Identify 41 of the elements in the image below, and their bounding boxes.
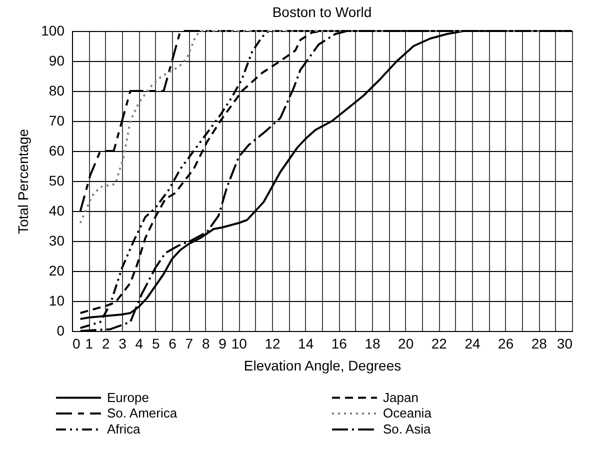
x-tick-label: 12 [264, 336, 280, 352]
x-tick-label: 28 [531, 336, 548, 352]
x-tick-label: 2 [102, 336, 110, 352]
x-tick-label: 4 [135, 336, 144, 352]
x-tick-label: 8 [202, 336, 210, 352]
y-tick-label: 60 [48, 142, 65, 158]
x-tick-label: 9 [218, 336, 227, 352]
y-tick-label: 100 [41, 22, 65, 38]
legend-label: Japan [383, 390, 418, 405]
legend-label: Africa [107, 422, 141, 436]
x-tick-label: 20 [398, 336, 414, 352]
legend-label: So. America [107, 406, 178, 420]
x-tick-label: 3 [118, 336, 127, 352]
x-tick-label: 1 [85, 336, 94, 352]
y-tick-label: 30 [48, 232, 65, 248]
x-tick-label: 24 [464, 336, 480, 352]
y-tick-label: 40 [48, 202, 65, 218]
y-axis-title: Total Percentage [15, 128, 32, 234]
x-tick-label: 30 [556, 336, 573, 352]
chart-title: Boston to World [272, 4, 372, 20]
y-tick-label: 0 [56, 322, 65, 338]
x-tick-label: 18 [364, 336, 380, 352]
y-tick-label: 50 [48, 172, 65, 188]
x-tick-label: 10 [231, 336, 248, 352]
y-tick-label: 80 [48, 82, 65, 98]
x-tick-label: 22 [431, 336, 448, 352]
y-tick-label: 90 [48, 52, 65, 68]
x-tick-label: 5 [152, 336, 160, 352]
x-axis-title: Elevation Angle, Degrees [244, 358, 402, 374]
x-tick-label: 14 [298, 336, 314, 352]
legend-label: Europe [107, 390, 149, 405]
y-tick-label: 20 [48, 262, 65, 278]
x-tick-label: 26 [498, 336, 514, 352]
x-tick-label: 16 [331, 336, 348, 352]
x-tick-label: 7 [185, 336, 194, 352]
legend-label: So. Asia [383, 422, 432, 436]
legend-label: Oceania [383, 406, 432, 420]
y-tick-label: 10 [48, 292, 65, 308]
y-tick-label: 70 [48, 112, 65, 128]
x-tick-label: 6 [168, 336, 177, 352]
x-tick-label: 0 [72, 336, 80, 352]
